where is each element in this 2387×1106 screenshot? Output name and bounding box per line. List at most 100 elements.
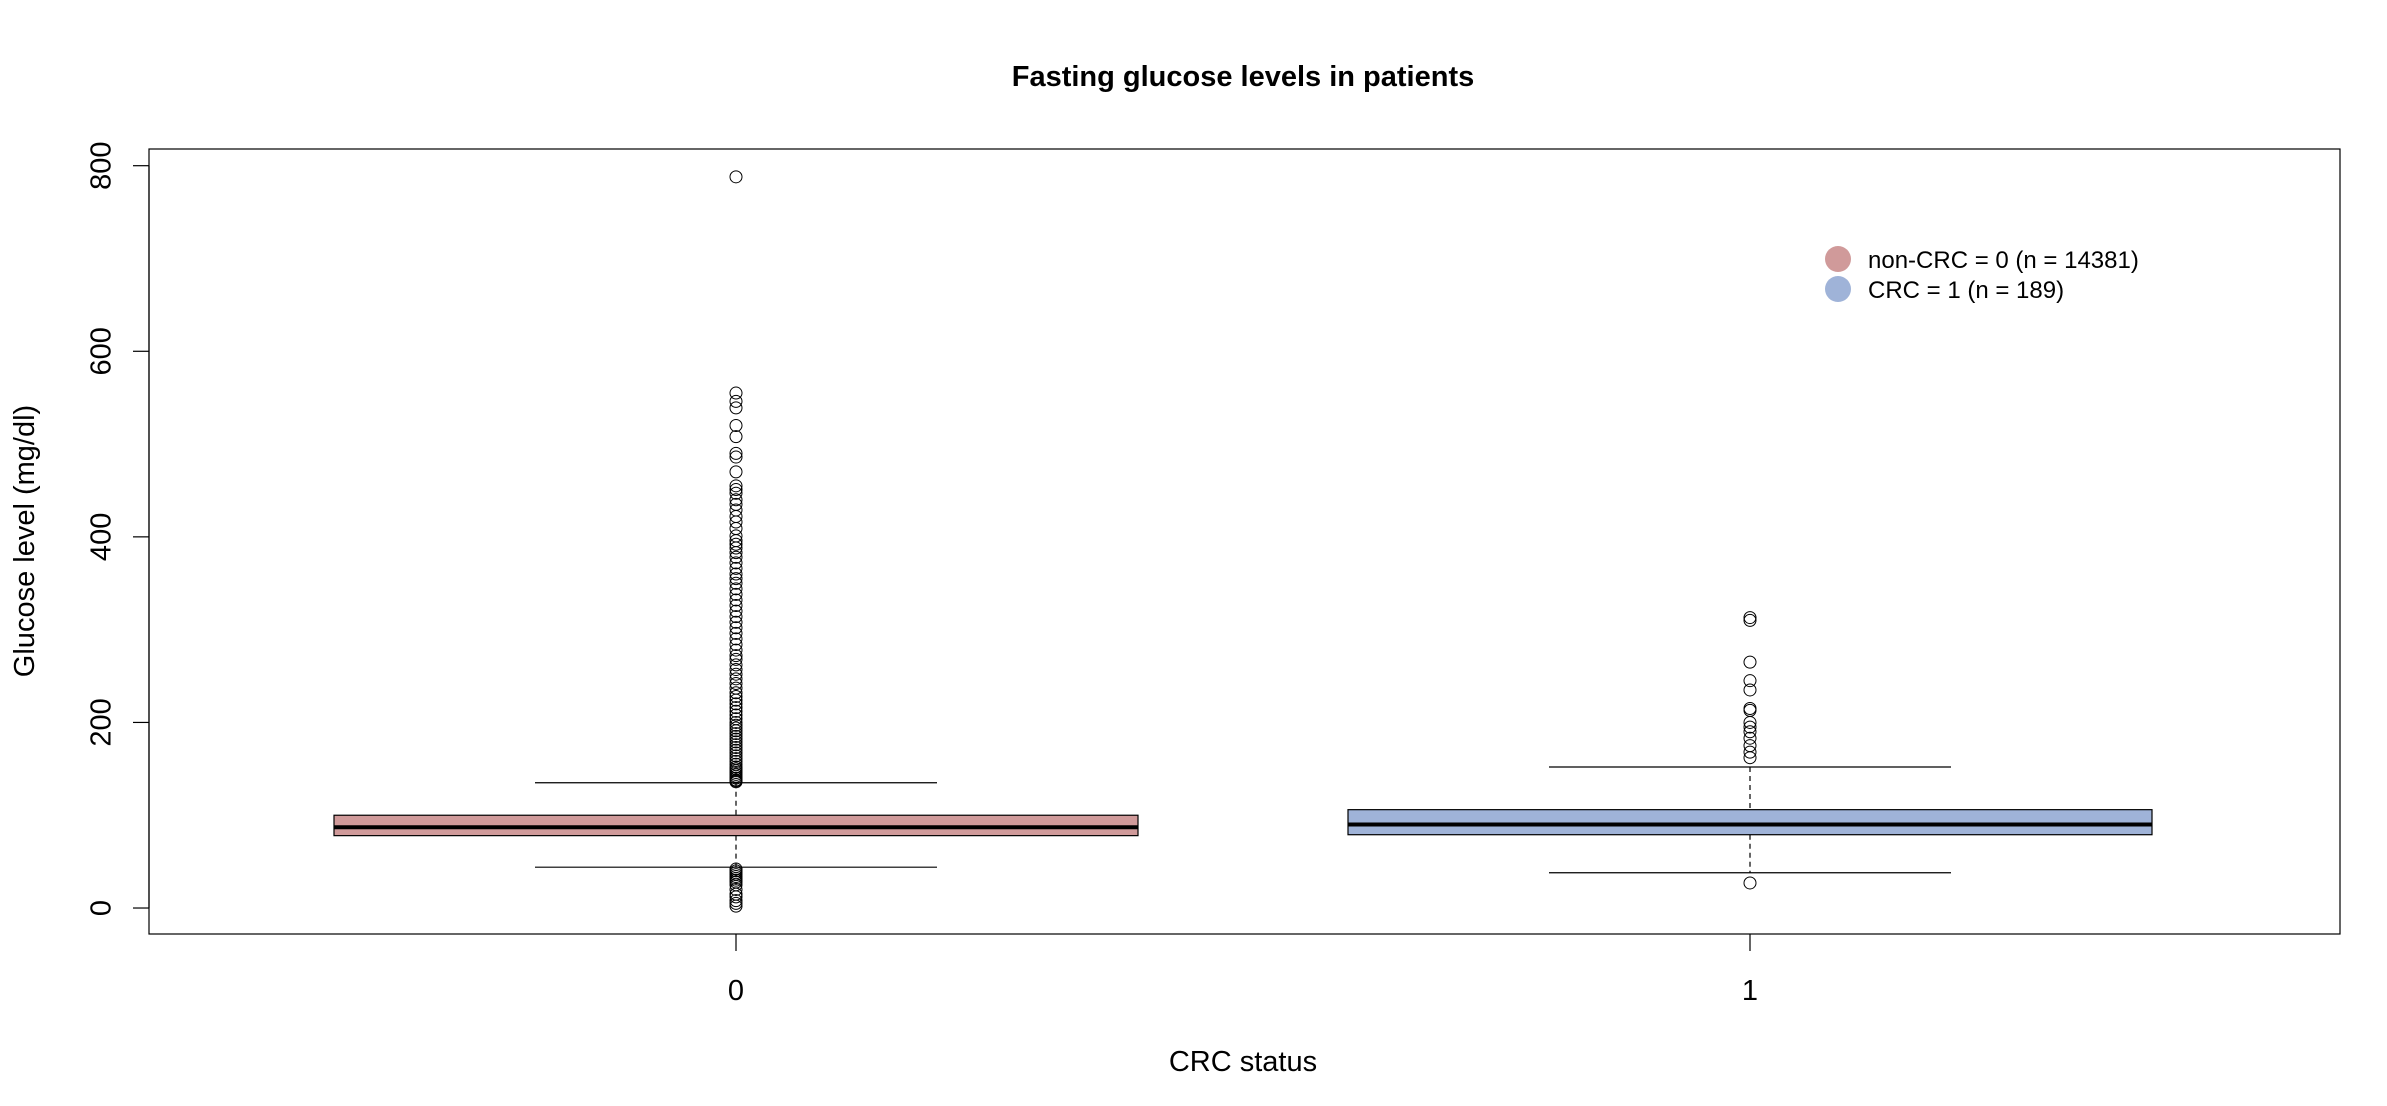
outlier-point: [729, 724, 743, 738]
outlier-point: [1743, 751, 1757, 765]
outlier-point: [729, 649, 743, 663]
outlier-point: [729, 701, 743, 715]
outlier-point: [729, 708, 743, 722]
outlier-point: [729, 727, 743, 741]
outlier-point: [729, 621, 743, 635]
outlier-point: [729, 754, 743, 768]
outlier-point: [729, 894, 743, 908]
outlier-point: [729, 704, 743, 718]
outlier-point: [729, 775, 743, 789]
outlier-point: [729, 582, 743, 596]
outlier-point: [1743, 674, 1757, 688]
outlier-point: [729, 743, 743, 757]
outlier-point: [729, 572, 743, 586]
outlier-point: [729, 735, 743, 749]
outlier-point: [729, 658, 743, 672]
legend-label-non-crc: non-CRC = 0 (n = 14381): [1868, 247, 2139, 274]
outlier-point: [729, 394, 743, 408]
outlier-point: [729, 610, 743, 624]
y-tick-label: 0: [86, 900, 118, 916]
x-axis-label: CRC status: [1169, 1046, 1317, 1078]
outlier-point: [729, 386, 743, 400]
outlier-point: [729, 450, 743, 464]
outlier-point: [1743, 613, 1757, 627]
outlier-point: [729, 541, 743, 555]
outlier-point: [729, 676, 743, 690]
outlier-point: [729, 689, 743, 703]
iqr-box: [1347, 809, 2153, 836]
outlier-point: [729, 697, 743, 711]
outlier-point: [729, 599, 743, 613]
outlier-point: [729, 729, 743, 743]
outlier-point: [729, 749, 743, 763]
outlier-point: [729, 493, 743, 507]
box-0: [333, 170, 1139, 913]
outlier-point: [729, 593, 743, 607]
outlier-point: [729, 718, 743, 732]
outlier-point: [1743, 876, 1757, 890]
outlier-point: [729, 515, 743, 529]
outlier-point: [729, 419, 743, 433]
outlier-point: [729, 615, 743, 629]
outlier-point: [1743, 731, 1757, 745]
outlier-point: [729, 170, 743, 184]
box-1: [1347, 611, 2153, 890]
outlier-point: [729, 604, 743, 618]
x-tick-label: 1: [1742, 975, 1758, 1007]
outlier-point: [729, 637, 743, 651]
outlier-point: [729, 896, 743, 910]
outlier-point: [729, 686, 743, 700]
legend: non-CRC = 0 (n = 14381) CRC = 1 (n = 189…: [1825, 246, 2139, 304]
outlier-point: [729, 693, 743, 707]
outlier-point: [729, 672, 743, 686]
outlier-point: [729, 430, 743, 444]
outlier-point: [729, 567, 743, 581]
outlier-point: [1743, 725, 1757, 739]
chart-title: Fasting glucose levels in patients: [1012, 61, 1475, 93]
outlier-point: [729, 890, 743, 904]
outlier-point: [729, 401, 743, 415]
outlier-point: [729, 465, 743, 479]
outlier-point: [729, 643, 743, 657]
outlier-point: [1743, 683, 1757, 697]
outlier-point: [729, 486, 743, 500]
legend-marker-non-crc: [1825, 246, 1851, 272]
outlier-point: [729, 652, 743, 666]
outlier-point: [729, 446, 743, 460]
outlier-point: [729, 732, 743, 746]
outlier-point: [1743, 715, 1757, 729]
y-axis: 0 200 400 600 800: [86, 142, 150, 916]
outlier-point: [1743, 611, 1757, 625]
outlier-point: [729, 882, 743, 896]
y-axis-label: Glucose level (mg/dl): [9, 405, 41, 677]
outlier-point: [729, 576, 743, 590]
outlier-point: [729, 587, 743, 601]
outlier-point: [729, 561, 743, 575]
outlier-point: [729, 626, 743, 640]
outlier-point: [729, 546, 743, 560]
outlier-point: [729, 715, 743, 729]
outlier-point: [729, 483, 743, 497]
outlier-point: [729, 556, 743, 570]
outlier-point: [1743, 745, 1757, 759]
x-tick-label: 0: [728, 975, 744, 1007]
outlier-point: [1743, 655, 1757, 669]
outlier-point: [729, 721, 743, 735]
outlier-point: [729, 479, 743, 493]
box-group: [333, 170, 2153, 913]
outlier-point: [729, 746, 743, 760]
y-tick-label: 600: [86, 327, 118, 375]
outlier-point: [729, 740, 743, 754]
outlier-point: [729, 899, 743, 913]
legend-marker-crc: [1825, 276, 1851, 302]
outlier-point: [729, 738, 743, 752]
y-tick-label: 200: [86, 698, 118, 746]
y-tick-label: 400: [86, 513, 118, 561]
outlier-point: [729, 663, 743, 677]
legend-label-crc: CRC = 1 (n = 189): [1868, 277, 2064, 304]
outlier-point: [729, 537, 743, 551]
outlier-point: [1743, 720, 1757, 734]
y-tick-label: 800: [86, 142, 118, 190]
